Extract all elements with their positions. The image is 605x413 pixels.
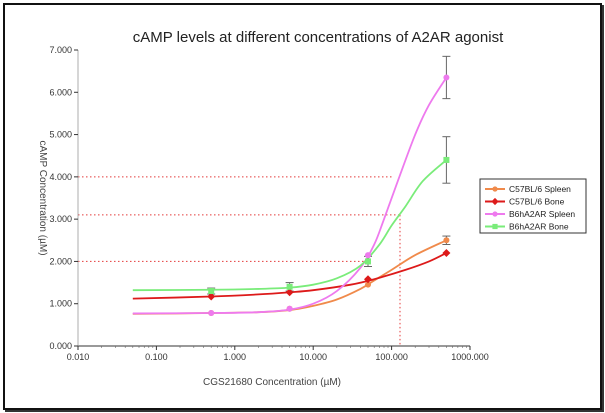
data-point	[442, 248, 451, 257]
data-point	[364, 281, 371, 288]
legend-label: C57BL/6 Bone	[509, 197, 565, 207]
y-axis-ticks: 0.000 1.000 2.000 3.000 4.000 5.000 6.000 7.000	[49, 45, 78, 351]
reference-lines	[78, 176, 402, 346]
data-point	[492, 211, 498, 217]
chart-title: cAMP levels at different concentrations …	[133, 29, 504, 46]
x-axis-label: CGS21680 Concentration (µM)	[203, 377, 341, 388]
data-point	[285, 288, 294, 297]
y-tick-label: 4.000	[49, 172, 72, 182]
y-tick-label: 6.000	[49, 87, 72, 97]
x-tick-label: 1.000	[224, 352, 247, 362]
legend-label: B6hA2AR Bone	[509, 222, 569, 232]
data-point	[364, 258, 371, 265]
data-point	[286, 283, 293, 290]
data-point	[207, 292, 216, 301]
data-point	[208, 310, 215, 317]
fit-curve	[132, 252, 447, 300]
y-tick-label: 0.000	[49, 341, 72, 351]
data-point	[364, 252, 371, 259]
fit-curves	[132, 77, 448, 315]
fit-curve	[132, 77, 448, 315]
legend-label: B6hA2AR Spleen	[509, 209, 575, 219]
x-tick-label: 1000.000	[451, 352, 489, 362]
data-point	[208, 288, 215, 295]
y-axis-label: cAMP Concentration (µM)	[37, 140, 48, 255]
x-tick-label: 0.100	[145, 352, 168, 362]
y-tick-label: 3.000	[49, 214, 72, 224]
data-point	[363, 275, 372, 284]
y-tick-label: 1.000	[49, 299, 72, 309]
y-tick-label: 2.000	[49, 256, 72, 266]
error-bars	[207, 55, 451, 295]
data-point	[443, 237, 450, 244]
x-tick-label: 100.000	[375, 352, 408, 362]
data-point	[492, 186, 498, 192]
fit-curve	[132, 239, 447, 315]
x-axis-ticks: 0.010 0.100 1.000 10.000 100.000 1000.000	[67, 346, 489, 362]
data-point	[286, 305, 293, 312]
data-point	[492, 223, 498, 230]
fit-curve	[132, 159, 447, 292]
y-tick-label: 5.000	[49, 130, 72, 140]
data-markers	[207, 74, 451, 317]
y-tick-label: 7.000	[49, 45, 72, 55]
data-point	[443, 156, 450, 163]
data-point	[443, 74, 450, 81]
x-tick-label: 10.000	[299, 352, 327, 362]
data-point	[491, 197, 499, 206]
x-tick-label: 0.010	[67, 352, 90, 362]
axes	[77, 50, 470, 347]
legend: C57BL/6 Spleen C57BL/6 Bone B6hA2AR Spleen…	[479, 178, 587, 234]
legend-label: C57BL/6 Spleen	[509, 184, 571, 194]
